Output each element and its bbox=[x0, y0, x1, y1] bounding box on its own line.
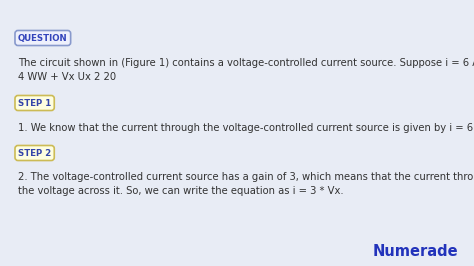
Text: 4 WW + Vx Ux 2 20: 4 WW + Vx Ux 2 20 bbox=[18, 72, 116, 82]
Text: 2. The voltage-controlled current source has a gain of 3, which means that the c: 2. The voltage-controlled current source… bbox=[18, 172, 474, 182]
Text: 1. We know that the current through the voltage-controlled current source is giv: 1. We know that the current through the … bbox=[18, 123, 474, 133]
Text: The circuit shown in (Figure 1) contains a voltage-controlled current source. Su: The circuit shown in (Figure 1) contains… bbox=[18, 58, 474, 68]
Text: STEP 2: STEP 2 bbox=[18, 148, 51, 157]
Text: Numerade: Numerade bbox=[373, 244, 458, 260]
Text: the voltage across it. So, we can write the equation as i = 3 * Vx.: the voltage across it. So, we can write … bbox=[18, 186, 344, 196]
Text: STEP 1: STEP 1 bbox=[18, 98, 51, 107]
Text: QUESTION: QUESTION bbox=[18, 34, 68, 43]
